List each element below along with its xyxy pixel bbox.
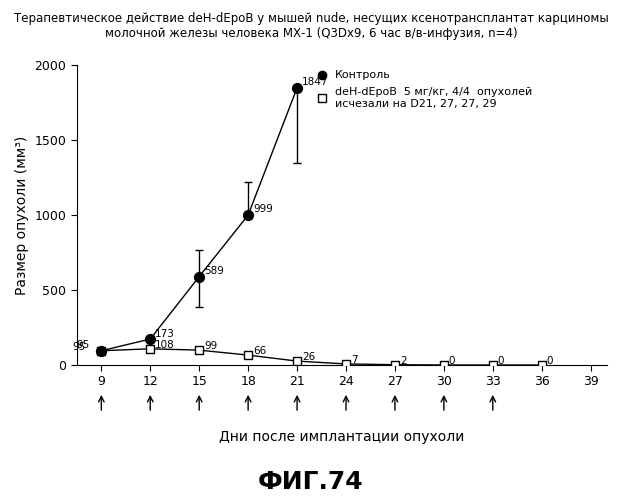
Point — [243, 211, 253, 219]
Text: 0: 0 — [498, 356, 504, 366]
Text: ФИГ.74: ФИГ.74 — [258, 470, 364, 494]
Text: молочной железы человека МХ-1 (Q3Dx9, 6 час в/в-инфузия, n=4): молочной железы человека МХ-1 (Q3Dx9, 6 … — [104, 27, 518, 40]
X-axis label: Дни после имплантации опухоли: Дни после имплантации опухоли — [219, 430, 465, 444]
Point — [96, 347, 106, 355]
Point — [537, 361, 547, 369]
Point — [488, 361, 498, 369]
Text: 1847: 1847 — [302, 77, 328, 87]
Text: 0: 0 — [547, 356, 553, 366]
Text: 2: 2 — [400, 356, 406, 366]
Text: Терапевтическое действие deH-dEpoB у мышей nude, несущих ксенотрансплантат карци: Терапевтическое действие deH-dEpoB у мыш… — [14, 12, 608, 25]
Y-axis label: Размер опухоли (мм³): Размер опухоли (мм³) — [15, 135, 29, 294]
Text: 7: 7 — [351, 355, 358, 365]
Text: 173: 173 — [155, 329, 175, 339]
Text: 589: 589 — [204, 265, 224, 275]
Point — [146, 345, 156, 353]
Text: 66: 66 — [253, 346, 266, 356]
Point — [96, 347, 106, 355]
Point — [292, 357, 302, 365]
Point — [146, 335, 156, 343]
Legend: Контроль, deH-dEpoB  5 мг/кг, 4/4  опухолей
исчезали на D21, 27, 27, 29: Контроль, deH-dEpoB 5 мг/кг, 4/4 опухоле… — [316, 70, 532, 109]
Text: 999: 999 — [253, 204, 273, 214]
Text: 108: 108 — [155, 340, 175, 350]
Point — [439, 361, 449, 369]
Point — [194, 272, 204, 280]
Point — [292, 84, 302, 92]
Text: 26: 26 — [302, 352, 315, 362]
Point — [341, 360, 351, 368]
Point — [194, 346, 204, 354]
Point — [390, 361, 400, 369]
Text: 99: 99 — [204, 341, 217, 351]
Point — [243, 351, 253, 359]
Text: 0: 0 — [448, 356, 455, 366]
Text: 95: 95 — [77, 340, 90, 350]
Text: 95: 95 — [72, 342, 85, 352]
